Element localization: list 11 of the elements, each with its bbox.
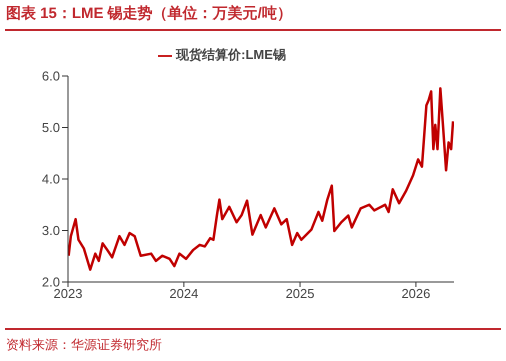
y-tick-label: 4.0 <box>42 172 60 187</box>
y-tick-label: 5.0 <box>42 120 60 136</box>
line-series <box>68 87 454 271</box>
text: 资料来源：华源证券研究所 <box>6 336 162 354</box>
x-tick-label: 2026 <box>401 286 430 302</box>
chart-title: 图表 15：LME 锡走势（单位：万美元/吨） <box>6 4 292 23</box>
x-tick-label: 2025 <box>286 286 315 302</box>
y-tick-label: 6.0 <box>42 68 60 84</box>
legend-label: 现货结算价:LME锡 <box>176 47 286 62</box>
x-tick-label: 2024 <box>169 286 198 302</box>
y-tick-label: 3.0 <box>42 223 60 238</box>
